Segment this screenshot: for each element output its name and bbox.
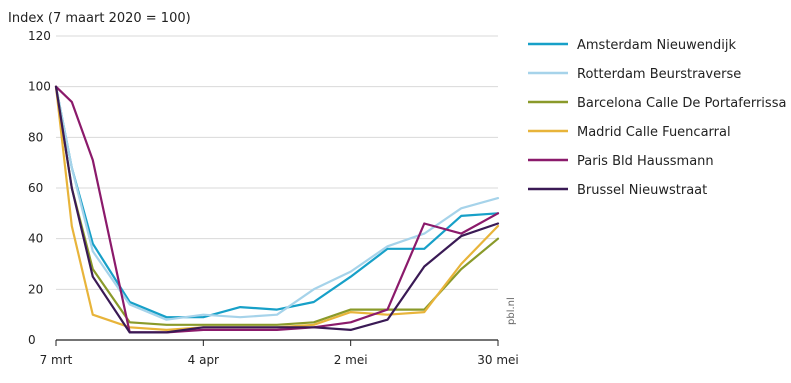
series-line-3 xyxy=(54,85,500,326)
grid-layer xyxy=(56,35,498,290)
source-label: pbl.nl xyxy=(506,297,517,325)
x-tick-label-2: 2 mei xyxy=(334,353,368,367)
y-tick-label-120: 120 xyxy=(28,29,51,43)
legend-label-5: Paris Bld Haussmann xyxy=(577,154,714,169)
series-layer xyxy=(54,85,500,334)
y-tick-label-20: 20 xyxy=(28,282,43,296)
x-tick-label-1: 4 apr xyxy=(188,353,219,367)
series-line-5 xyxy=(54,85,500,334)
legend-label-3: Barcelona Calle De Portaferrissa xyxy=(577,96,786,111)
legend-label-4: Madrid Calle Fuencarral xyxy=(577,125,731,140)
series-line-6 xyxy=(54,85,500,334)
x-tick-label-0: 7 mrt xyxy=(40,353,73,367)
y-tick-label-100: 100 xyxy=(28,80,51,94)
legend-label-1: Amsterdam Nieuwendijk xyxy=(577,38,736,53)
y-tick-label-80: 80 xyxy=(28,130,43,144)
series-line-2 xyxy=(54,85,500,321)
y-tick-label-40: 40 xyxy=(28,232,43,246)
series-line-1 xyxy=(54,85,500,319)
legend: Amsterdam Nieuwendijk Rotterdam Beurstrav… xyxy=(528,38,786,198)
y-axis-label: Index (7 maart 2020 = 100) xyxy=(8,11,191,26)
axis-layer: 0 20 40 60 80 100 120 7 mrt 4 apr 2 mei 30 mei xyxy=(28,29,519,367)
y-tick-label-60: 60 xyxy=(28,181,43,195)
legend-label-2: Rotterdam Beurstraverse xyxy=(577,67,741,82)
x-tick-label-3: 30 mei xyxy=(477,353,519,367)
legend-label-6: Brussel Nieuwstraat xyxy=(577,183,707,198)
y-tick-label-0: 0 xyxy=(28,333,36,347)
